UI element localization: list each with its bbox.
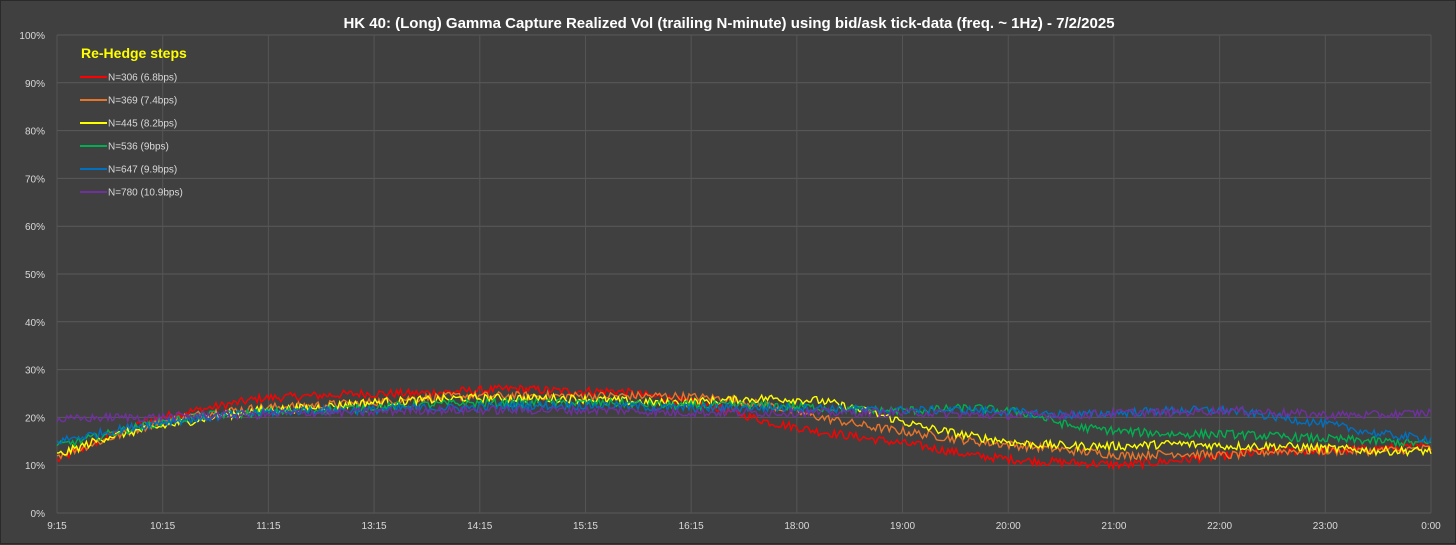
x-axis-ticks: 9:15 10:15 11:15 13:15 14:15 15:15 16:15 18:00 1…: [47, 521, 1441, 532]
legend-label: N=445 (8.2bps): [108, 119, 177, 130]
legend-items: N=306 (6.8bps) N=369 (7.4bps) N=445 (8.2bp…: [80, 73, 183, 199]
legend-label: N=780 (10.9bps): [108, 188, 183, 199]
y-tick-label: 50%: [25, 270, 45, 281]
y-tick-label: 60%: [25, 222, 45, 233]
x-tick-label: 14:15: [467, 521, 492, 532]
legend-label: N=369 (7.4bps): [108, 96, 177, 107]
series-line-5: [56, 403, 1432, 424]
x-tick-label: 21:00: [1101, 521, 1126, 532]
series-line-0: [56, 384, 1431, 471]
x-tick-label: 18:00: [784, 521, 809, 532]
y-tick-label: 80%: [25, 127, 45, 138]
legend-label: N=306 (6.8bps): [108, 73, 177, 84]
y-tick-label: 100%: [19, 31, 45, 42]
x-tick-label: 13:15: [362, 521, 387, 532]
y-axis-ticks: 0% 10% 20% 30% 40% 50% 60% 70% 80% 90% 100%: [19, 31, 45, 520]
series-line-2: [56, 392, 1432, 458]
grid-layer: [56, 34, 1432, 514]
legend-label: N=647 (9.9bps): [108, 165, 177, 176]
y-tick-label: 70%: [25, 174, 45, 185]
legend: Re-Hedge steps N=306 (6.8bps) N=369 (7.4b…: [80, 45, 187, 199]
series-line-1: [56, 389, 1432, 462]
x-tick-label: 20:00: [996, 521, 1021, 532]
y-tick-label: 10%: [25, 461, 45, 472]
series-line-3: [56, 396, 1432, 449]
y-tick-label: 40%: [25, 318, 45, 329]
x-tick-label: 22:00: [1207, 521, 1232, 532]
legend-title: Re-Hedge steps: [81, 45, 187, 61]
y-tick-label: 20%: [25, 413, 45, 424]
x-tick-label: 23:00: [1313, 521, 1338, 532]
y-tick-label: 30%: [25, 366, 45, 377]
x-tick-label: 10:15: [150, 521, 175, 532]
x-tick-label: 9:15: [47, 521, 67, 532]
x-tick-label: 11:15: [256, 521, 281, 532]
series-layer: [56, 384, 1432, 471]
x-tick-label: 19:00: [890, 521, 915, 532]
chart-title: HK 40: (Long) Gamma Capture Realized Vol…: [343, 15, 1114, 32]
legend-label: N=536 (9bps): [108, 142, 169, 153]
y-tick-label: 0%: [31, 509, 46, 520]
x-tick-label: 16:15: [679, 521, 704, 532]
y-tick-label: 90%: [25, 79, 45, 90]
x-tick-label: 0:00: [1421, 521, 1441, 532]
x-tick-label: 15:15: [573, 521, 598, 532]
